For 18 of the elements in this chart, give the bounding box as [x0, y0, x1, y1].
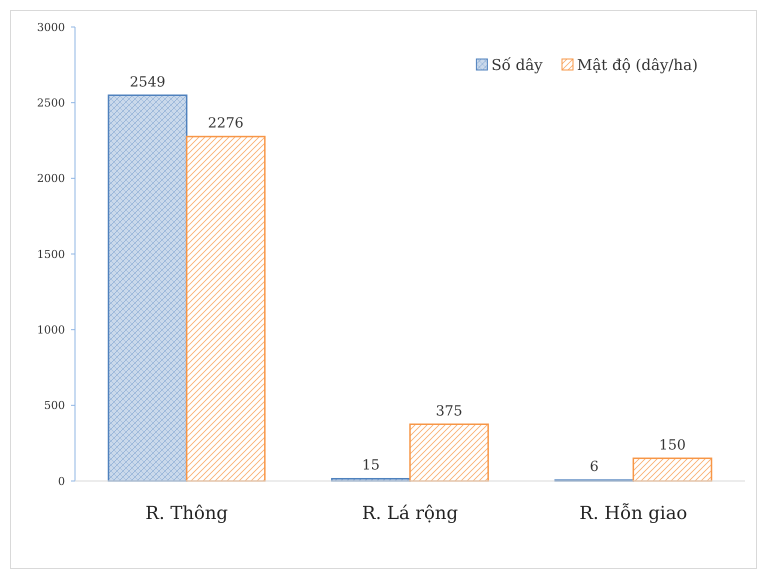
- x-tick-label: R. Lá rộng: [362, 503, 458, 524]
- y-tick-label: 2500: [37, 96, 65, 110]
- x-tick-label: R. Hỗn giao: [579, 503, 688, 524]
- y-tick-label: 2000: [37, 172, 65, 186]
- x-tick-label: R. Thông: [145, 503, 228, 524]
- y-tick-label: 500: [44, 399, 65, 412]
- y-tick-label: 1500: [37, 248, 65, 261]
- y-tick-label: 1000: [37, 324, 65, 337]
- y-tick-label: 3000: [37, 20, 65, 34]
- data-label: 6: [590, 459, 599, 476]
- data-label: 2276: [208, 116, 244, 132]
- data-label: 375: [436, 403, 462, 420]
- y-tick-label: 0: [58, 474, 65, 488]
- data-label: 150: [659, 437, 686, 454]
- data-label: 15: [362, 458, 380, 474]
- legend-label: Mật độ (dây/ha): [577, 56, 698, 74]
- data-label: 2549: [130, 74, 166, 90]
- legend-label: Số dây: [491, 56, 544, 74]
